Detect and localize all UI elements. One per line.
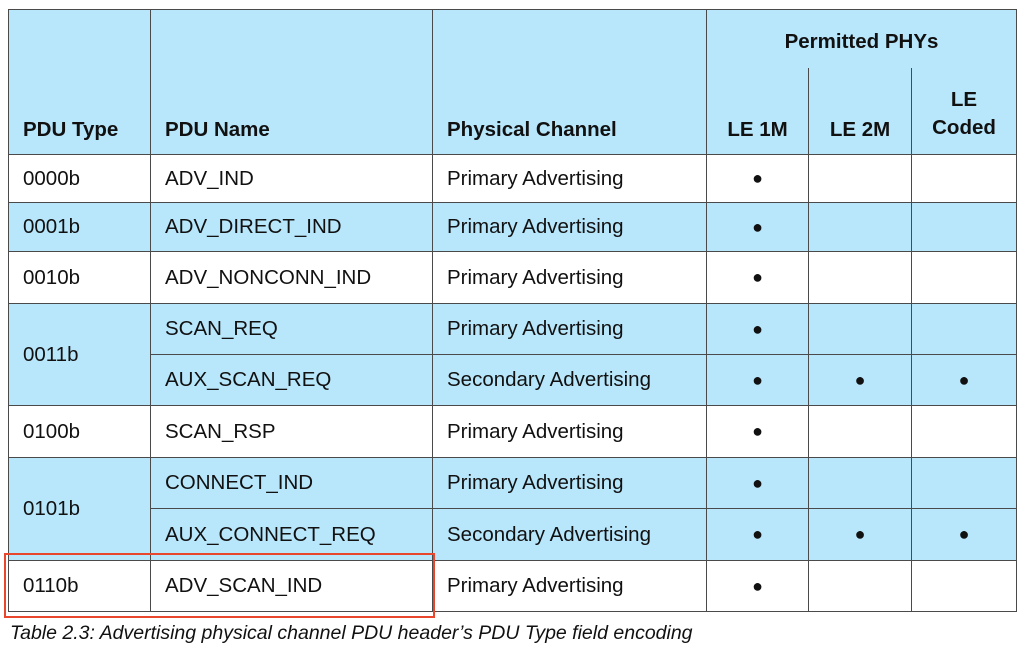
le-coded-dot xyxy=(910,251,1018,304)
pdu-name-cell: SCAN_REQ xyxy=(150,303,433,355)
le-2m-dot xyxy=(808,303,912,355)
header-le-2m: LE 2M xyxy=(808,67,912,155)
le-1m-dot: ● xyxy=(706,202,809,252)
le-coded-dot xyxy=(910,457,1018,509)
le-coded-dot: ● xyxy=(910,354,1018,406)
table-row: 0101b CONNECT_IND Primary Advertising ● xyxy=(8,457,1018,561)
header-pdu-name: PDU Name xyxy=(150,9,433,155)
pdu-name-cell: ADV_NONCONN_IND xyxy=(150,251,433,304)
pdu-name-cell: AUX_SCAN_REQ xyxy=(150,354,433,406)
le-1m-dot: ● xyxy=(706,251,809,304)
header-le-1m: LE 1M xyxy=(706,67,809,155)
le-1m-dot: ● xyxy=(706,508,809,561)
header-permitted-phys: Permitted PHYs xyxy=(705,9,1018,68)
pdu-name-cell: ADV_IND xyxy=(150,154,433,203)
pdu-name-cell: AUX_CONNECT_REQ xyxy=(150,508,433,561)
le-2m-dot xyxy=(808,560,912,612)
le-coded-dot: ● xyxy=(910,508,1018,561)
table-row: 0010b ADV_NONCONN_IND Primary Advertisin… xyxy=(8,251,1018,304)
le-coded-dot xyxy=(910,560,1018,612)
le-2m-dot xyxy=(808,251,912,304)
channel-cell: Primary Advertising xyxy=(432,405,707,458)
le-1m-dot: ● xyxy=(706,154,809,203)
table-row: 0001b ADV_DIRECT_IND Primary Advertising… xyxy=(8,202,1018,252)
table-row: AUX_CONNECT_REQ Secondary Advertising ● … xyxy=(9,508,1018,561)
pdu-type-cell: 0011b xyxy=(8,303,151,406)
le-1m-dot: ● xyxy=(706,560,809,612)
le-coded-dot xyxy=(910,202,1018,252)
pdu-type-cell: 0001b xyxy=(8,202,151,252)
pdu-type-table: PDU Type PDU Name Physical Channel Permi… xyxy=(8,9,1018,612)
header-pdu-type: PDU Type xyxy=(8,9,151,155)
le-1m-dot: ● xyxy=(706,457,809,509)
header-physical-channel: Physical Channel xyxy=(432,9,707,155)
table-caption: Table 2.3: Advertising physical channel … xyxy=(10,622,693,644)
le-2m-dot xyxy=(808,202,912,252)
le-2m-dot: ● xyxy=(808,354,912,406)
le-2m-dot xyxy=(808,457,912,509)
pdu-name-cell: ADV_SCAN_IND xyxy=(150,560,433,612)
pdu-type-cell: 0101b xyxy=(8,457,151,561)
table-row: 0100b SCAN_RSP Primary Advertising ● xyxy=(8,405,1018,458)
channel-cell: Primary Advertising xyxy=(432,303,707,355)
pdu-type-cell: 0110b xyxy=(8,560,151,612)
channel-cell: Primary Advertising xyxy=(432,560,707,612)
le-1m-dot: ● xyxy=(706,303,809,355)
le-2m-dot xyxy=(808,154,912,203)
table-row: 0110b ADV_SCAN_IND Primary Advertising ● xyxy=(8,560,1018,612)
channel-cell: Primary Advertising xyxy=(432,154,707,203)
le-coded-dot xyxy=(910,405,1018,458)
le-coded-dot xyxy=(910,154,1018,203)
channel-cell: Primary Advertising xyxy=(432,457,707,509)
pdu-name-cell: CONNECT_IND xyxy=(150,457,433,509)
header-le-coded: LE Coded xyxy=(910,67,1018,155)
table-row: AUX_SCAN_REQ Secondary Advertising ● ● ● xyxy=(9,354,1018,406)
table-row: 0011b SCAN_REQ Primary Advertising ● xyxy=(8,303,1018,406)
table-row: 0000b ADV_IND Primary Advertising ● xyxy=(8,154,1018,203)
pdu-type-cell: 0100b xyxy=(8,405,151,458)
channel-cell: Primary Advertising xyxy=(432,202,707,252)
pdu-type-cell: 0010b xyxy=(8,251,151,304)
pdu-name-cell: ADV_DIRECT_IND xyxy=(150,202,433,252)
le-2m-dot xyxy=(808,405,912,458)
pdu-type-cell: 0000b xyxy=(8,154,151,203)
channel-cell: Secondary Advertising xyxy=(432,508,707,561)
channel-cell: Primary Advertising xyxy=(432,251,707,304)
le-2m-dot: ● xyxy=(808,508,912,561)
le-coded-dot xyxy=(910,303,1018,355)
pdu-name-cell: SCAN_RSP xyxy=(150,405,433,458)
le-1m-dot: ● xyxy=(706,405,809,458)
channel-cell: Secondary Advertising xyxy=(432,354,707,406)
le-1m-dot: ● xyxy=(706,354,809,406)
